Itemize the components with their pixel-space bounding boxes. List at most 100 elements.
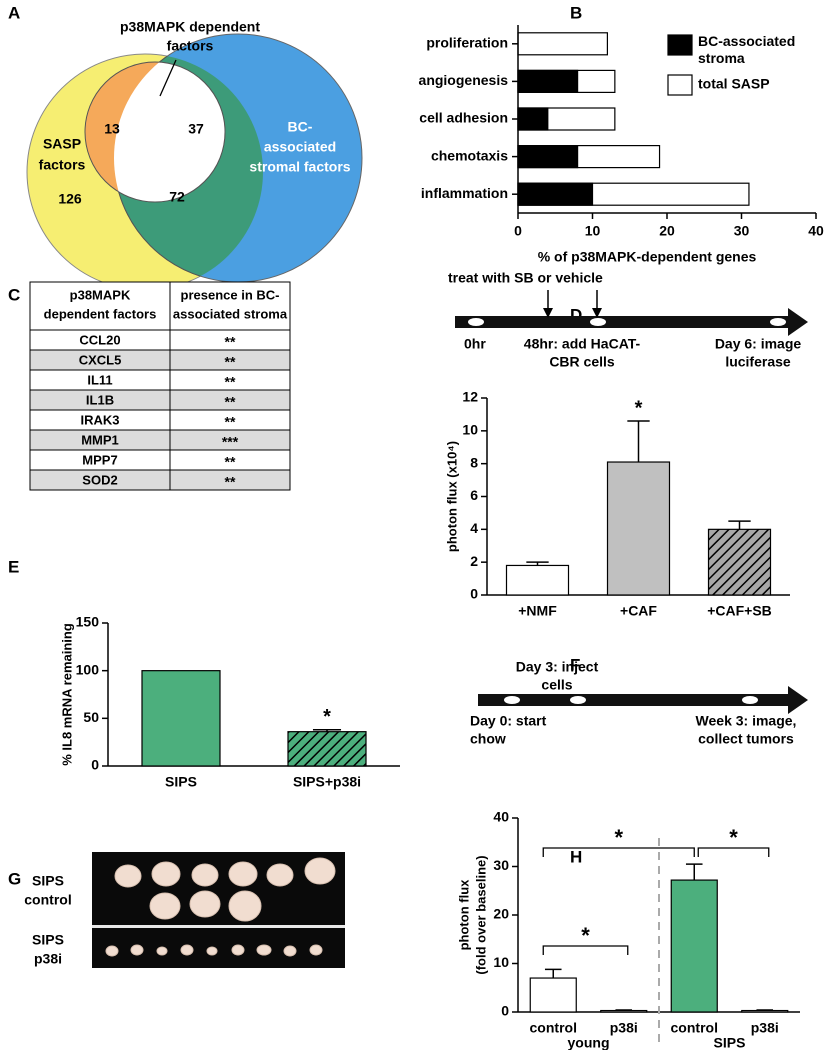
timeline-dot (570, 696, 586, 704)
table-row (29, 409, 291, 431)
photo-label: SIPS (32, 932, 64, 948)
venn-count: 72 (169, 189, 185, 205)
timeline-label: Day 0: start (470, 713, 547, 729)
table-cell: *** (222, 434, 239, 450)
y-tick-label: cell adhesion (419, 110, 508, 126)
timeline-bar (455, 316, 790, 328)
table-row (29, 449, 291, 471)
x-tick-label: control (530, 1020, 577, 1036)
timeline-label: cells (541, 677, 572, 693)
x-tick-label: +NMF (518, 603, 557, 619)
x-tick-label: control (671, 1020, 718, 1036)
error-bar (312, 729, 342, 732)
timeline-label: Day 6: image (715, 336, 802, 352)
bracket (542, 945, 629, 955)
x-tick-label: p38i (751, 1020, 779, 1036)
bar (707, 528, 772, 596)
legend-label: BC-associated stroma (698, 33, 795, 66)
annotation: * (729, 825, 738, 850)
timeline-label: treat with SB or vehicle (448, 270, 603, 286)
y-tick-label: chemotaxis (431, 147, 508, 163)
tumor (151, 861, 181, 887)
y-tick-label: 100 (76, 661, 100, 677)
y-tick-label: 8 (470, 454, 478, 470)
bar (517, 107, 549, 131)
y-tick-label: 10 (493, 954, 509, 970)
bar (517, 145, 579, 169)
bar (517, 69, 579, 94)
timeline-arrowhead (788, 686, 808, 714)
bar (287, 731, 367, 767)
table-row (29, 349, 291, 371)
y-tick-label: 0 (501, 1003, 509, 1019)
annotation: * (614, 825, 623, 850)
y-tick-label: 4 (470, 520, 478, 536)
y-axis-label: photon flux (456, 879, 471, 951)
y-tick-label: inflammation (421, 185, 508, 201)
tumor (231, 944, 245, 956)
x-tick-label: 10 (585, 223, 601, 239)
timeline-label: 0hr (464, 336, 486, 352)
arrow (543, 308, 553, 318)
x-tick-label: p38i (610, 1020, 638, 1036)
photo-label: p38i (34, 951, 62, 967)
venn (26, 33, 363, 291)
bar (529, 977, 577, 1013)
timeline-label: chow (470, 731, 506, 747)
bracket (697, 847, 770, 857)
tumor (228, 861, 258, 887)
y-tick-label: proliferation (426, 35, 508, 51)
table-cell: MPP7 (82, 452, 117, 467)
timeline-f (478, 686, 808, 714)
y-tick-label: 0 (91, 757, 99, 773)
chart: 0 50 100 150% IL8 mRNA remaining SIPS SIPS+p3… (59, 614, 400, 790)
venn-count: 126 (58, 191, 82, 207)
y-tick-label: 6 (470, 487, 478, 503)
timeline-dot (590, 318, 606, 326)
tumor (206, 946, 218, 956)
table-cell: IL11 (87, 372, 112, 387)
tumor (114, 864, 142, 888)
pointer (159, 59, 177, 97)
group-label: SIPS (714, 1035, 746, 1050)
table-header-cell: dependent factors (44, 306, 157, 321)
bar (517, 32, 609, 56)
table-cell: ** (225, 334, 236, 350)
group-label: young (568, 1035, 610, 1050)
table-cell: IL1B (86, 392, 114, 407)
table-header-cell: associated stroma (173, 306, 288, 321)
bar (505, 564, 570, 596)
table-cell: ** (225, 354, 236, 370)
table-row (29, 369, 291, 391)
bar (606, 461, 671, 596)
table-header (29, 281, 291, 331)
venn-label: BC- (288, 119, 313, 135)
tumor (256, 944, 272, 956)
timeline-label: Week 3: image, (696, 713, 797, 729)
y-tick-label: 20 (493, 906, 509, 922)
bracket (542, 847, 695, 857)
tumor (228, 890, 262, 922)
tumor (304, 857, 336, 885)
timeline-dot (468, 318, 484, 326)
tumor (105, 945, 119, 957)
timeline-bar (478, 694, 790, 706)
venn-label: factors (167, 38, 214, 54)
panel-label: H (570, 847, 582, 866)
x-tick-label: 20 (659, 223, 675, 239)
timeline-dot (742, 696, 758, 704)
y-tick-label: 150 (76, 614, 100, 630)
timeline-d (455, 290, 808, 336)
tumor (191, 863, 219, 887)
bar (517, 182, 594, 206)
x-axis-label: % of p38MAPK-dependent genes (538, 249, 757, 265)
y-axis-label: (fold over baseline) (473, 855, 488, 974)
table-row (29, 429, 291, 451)
photo-label: control (24, 892, 71, 908)
venn-count: 37 (188, 121, 204, 137)
tumor (283, 945, 297, 957)
annotation: * (635, 397, 643, 419)
y-tick-label: angiogenesis (419, 72, 509, 88)
table-cell: ** (225, 394, 236, 410)
